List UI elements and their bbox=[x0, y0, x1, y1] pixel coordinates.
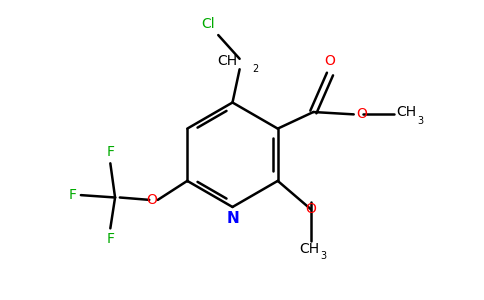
Text: O: O bbox=[305, 202, 317, 216]
Text: CH: CH bbox=[396, 105, 417, 119]
Text: O: O bbox=[146, 193, 157, 207]
Text: O: O bbox=[356, 107, 367, 122]
Text: F: F bbox=[106, 146, 114, 160]
Text: Cl: Cl bbox=[201, 17, 214, 31]
Text: 2: 2 bbox=[253, 64, 259, 74]
Text: CH: CH bbox=[299, 242, 319, 256]
Text: 3: 3 bbox=[417, 116, 423, 126]
Text: N: N bbox=[226, 211, 239, 226]
Text: F: F bbox=[69, 188, 77, 202]
Text: F: F bbox=[106, 232, 114, 246]
Text: CH: CH bbox=[217, 54, 237, 68]
Text: O: O bbox=[325, 54, 335, 68]
Text: 3: 3 bbox=[320, 251, 326, 261]
